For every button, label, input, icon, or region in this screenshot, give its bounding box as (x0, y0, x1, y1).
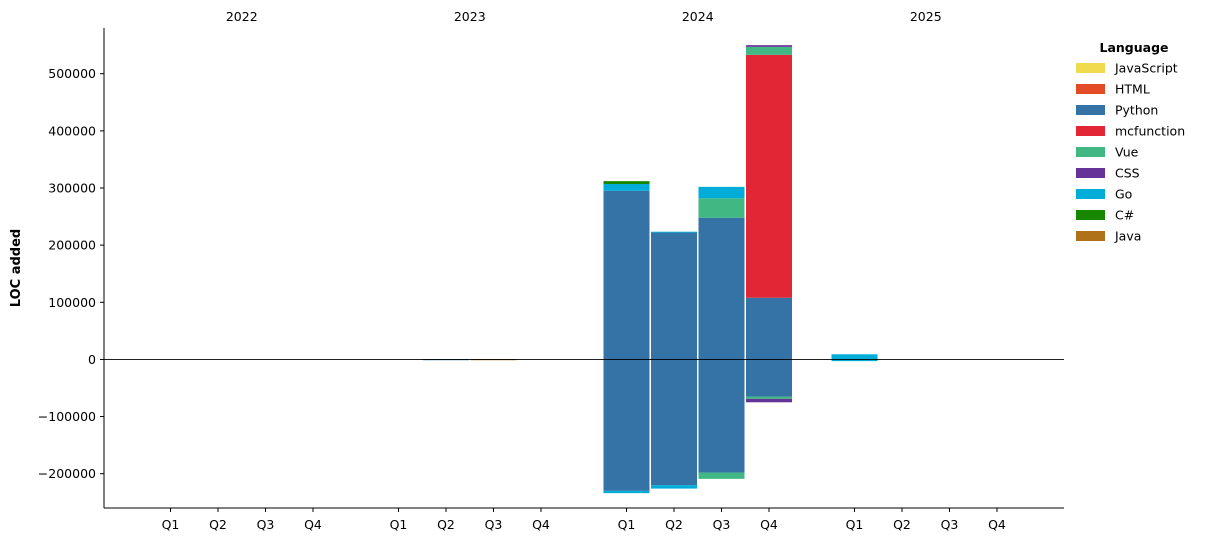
x-tick-label-2025-q4: Q4 (988, 517, 1006, 532)
x-tick-label-2025-q1: Q1 (846, 517, 864, 532)
bar-segment-2025-Q1-go-added (831, 354, 878, 360)
legend-swatch-python (1076, 105, 1105, 115)
x-tick-label-2022-q2: Q2 (209, 517, 227, 532)
legend-swatch-javascript (1076, 63, 1105, 73)
y-axis-title: LOC added (9, 229, 24, 307)
x-tick-label-2022-q3: Q3 (257, 517, 275, 532)
year-label-2024: 2024 (682, 9, 714, 24)
x-tick-label-2024-q3: Q3 (713, 517, 731, 532)
legend-swatch-mcfunction (1076, 126, 1105, 136)
x-tick-label-2023-q1: Q1 (390, 517, 408, 532)
legend-label-vue: Vue (1115, 145, 1139, 160)
axes-layer (103, 28, 1064, 509)
x-tick-label-2024-q4: Q4 (760, 517, 778, 532)
y-tick-layer: −200000 −100000 0 100000 200000 300000 400000 5… (38, 66, 104, 481)
bar-segment-2024-Q3-python-added (698, 217, 745, 360)
y-tick-label: −200000 (38, 466, 96, 481)
legend-label-html: HTML (1115, 82, 1150, 97)
bar-segment-2024-Q4-mcfunction-added (746, 54, 792, 298)
bar-segment-2024-Q1-go-added (603, 184, 650, 191)
year-label-2025: 2025 (910, 9, 942, 24)
x-tick-label-2023-q2: Q2 (437, 517, 455, 532)
legend-label-go: Go (1115, 187, 1132, 202)
x-tick-label-2022-q4: Q4 (304, 517, 322, 532)
y-tick-label: 100000 (48, 295, 96, 310)
bar-segment-2024-Q4-css-added (746, 45, 792, 47)
bar-segment-2024-Q4-css-removed (746, 398, 792, 403)
x-tick-label-2025-q2: Q2 (893, 517, 911, 532)
y-tick-label: 0 (88, 352, 96, 367)
legend-swatch-css (1076, 168, 1105, 178)
x-tick-layer: Q1 Q2 Q3 Q4 Q1 Q2 Q3 Q4 Q1 Q2 Q3 Q4 Q1 Q2 Q3 Q4 (162, 508, 1006, 532)
bar-segment-2024-Q3-vue-removed (698, 472, 745, 479)
bar-segment-2024-Q3-vue-added (698, 198, 745, 218)
year-label-2023: 2023 (454, 9, 486, 24)
x-tick-label-2025-q3: Q3 (941, 517, 959, 532)
bar-segment-2024-Q4-vue-added (746, 46, 792, 55)
bar-segment-2024-Q4-python-added (746, 297, 792, 360)
bar-segment-2024-Q4-vue-removed (746, 396, 792, 399)
x-tick-label-2023-q3: Q3 (485, 517, 503, 532)
legend-title: Language (1099, 40, 1168, 55)
x-tick-label-2022-q1: Q1 (162, 517, 180, 532)
y-tick-label: 300000 (48, 181, 96, 196)
bar-segment-2025-Q1-go-removed (831, 359, 878, 362)
legend-label-java: Java (1114, 229, 1141, 244)
bar-segment-2024-Q1-python-added (603, 190, 650, 360)
legend-swatch-java (1076, 231, 1105, 241)
year-labels-layer: 2022 2023 2024 2025 (226, 9, 942, 24)
bars-layer (104, 45, 1064, 494)
bar-segment-2024-Q2-go-removed (651, 485, 697, 489)
y-tick-label: 500000 (48, 66, 96, 81)
legend-label-css: CSS (1115, 166, 1140, 181)
y-tick-label: 200000 (48, 238, 96, 253)
legend-label-mcfunction: mcfunction (1115, 124, 1185, 139)
legend-swatch-c (1076, 210, 1105, 220)
legend-label-c: C# (1115, 208, 1134, 223)
bar-segment-2024-Q2-python-removed (651, 359, 697, 486)
bar-segment-2024-Q1-python-removed (603, 359, 650, 491)
legend-swatch-go (1076, 189, 1105, 199)
bar-segment-2024-Q3-go-added (698, 186, 745, 199)
bar-segment-2024-Q2-python-added (651, 232, 697, 360)
legend-label-python: Python (1115, 103, 1158, 118)
x-tick-label-2024-q1: Q1 (618, 517, 636, 532)
legend: Language JavaScript HTML Python mcfunction Vu… (1076, 40, 1185, 244)
y-tick-label: 400000 (48, 123, 96, 138)
legend-swatch-html (1076, 84, 1105, 94)
bar-segment-2024-Q2-go-added (651, 231, 697, 233)
bar-segment-2024-Q1-c-added (603, 181, 650, 184)
x-tick-label-2024-q2: Q2 (665, 517, 683, 532)
bar-segment-2024-Q4-python-removed (746, 359, 792, 397)
bar-segment-2024-Q3-python-removed (698, 359, 745, 473)
legend-label-javascript: JavaScript (1114, 61, 1178, 76)
legend-swatch-vue (1076, 147, 1105, 157)
year-label-2022: 2022 (226, 9, 258, 24)
bar-segment-2024-Q1-go-removed (603, 490, 650, 494)
y-tick-label: −100000 (38, 409, 96, 424)
x-tick-label-2023-q4: Q4 (532, 517, 550, 532)
